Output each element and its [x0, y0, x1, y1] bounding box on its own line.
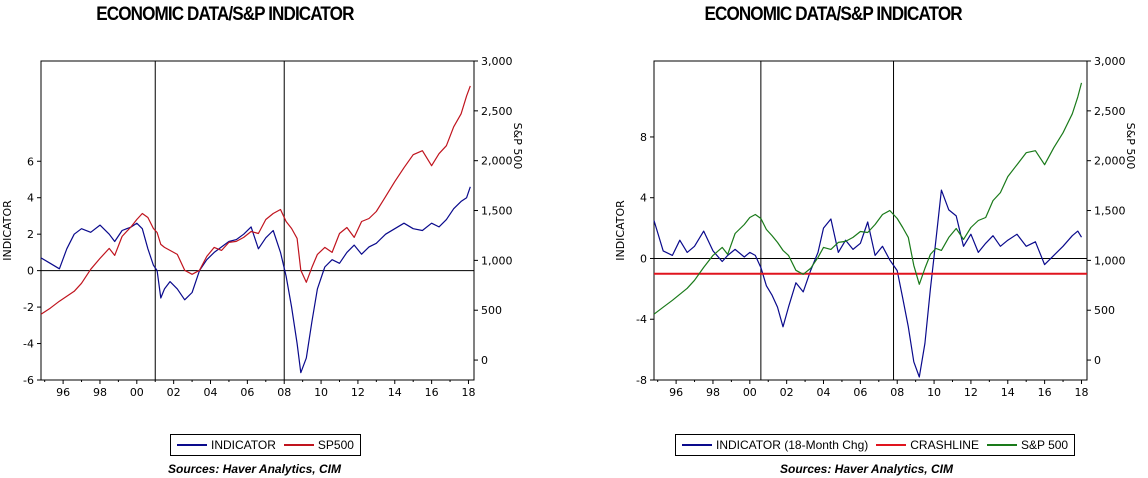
left-chart-y-tick-label: -6 [23, 374, 34, 387]
left-chart-source: Sources: Haver Analytics, CIM [168, 462, 341, 476]
left-chart-x-tick-label: 18 [461, 386, 475, 399]
right-chart-x-tick-label: 98 [706, 386, 720, 399]
right-chart-y2-tick-label: 1,000 [1094, 254, 1126, 267]
right-chart-y-axis-title: INDICATOR [614, 200, 627, 261]
right-chart-y2-tick-label: 0 [1094, 354, 1101, 367]
legend-item-sp500-green: S&P 500 [986, 438, 1069, 452]
left-chart-y2-tick-label: 3,000 [481, 55, 513, 68]
right-chart-y2-tick-label: 2,500 [1094, 105, 1126, 118]
right-chart-y2-tick-label: 1,500 [1094, 205, 1126, 218]
right-chart-x-tick-label: 04 [817, 386, 831, 399]
right-chart-series-indicator-18-month-chg [653, 189, 1083, 378]
legend-label-indicator: INDICATOR [211, 438, 276, 452]
right-chart-y2-tick-label: 500 [1094, 304, 1115, 317]
right-chart-x-tick-label: 02 [780, 386, 794, 399]
left-chart-y-tick-label: 2 [27, 228, 34, 241]
legend-item-indicator-18m: INDICATOR (18-Month Chg) [682, 438, 868, 452]
left-chart-series-sp500 [40, 85, 471, 315]
left-chart-x-tick-label: 08 [277, 386, 291, 399]
legend-label-sp500-green: S&P 500 [1020, 438, 1069, 452]
left-chart-x-tick-label: 00 [130, 386, 144, 399]
legend-item-indicator: INDICATOR [177, 438, 276, 452]
right-chart-x-tick-label: 08 [890, 386, 904, 399]
left-chart-x-tick-label: 98 [93, 386, 107, 399]
right-chart-x-tick-label: 18 [1074, 386, 1088, 399]
right-chart-x-tick-label: 14 [1001, 386, 1015, 399]
left-chart-panel: ECONOMIC DATA/S&P INDICATOR 96 98 00 02 04 06… [1, 4, 524, 476]
left-chart-y2-tick-label: 500 [481, 304, 502, 317]
left-chart-y2-tick-label: 1,500 [481, 205, 513, 218]
left-chart-y2-tick-label: 2,500 [481, 105, 513, 118]
left-chart-title: ECONOMIC DATA/S&P INDICATOR [96, 4, 354, 25]
legend-swatch-sp500-green [986, 444, 1017, 446]
right-chart-x-tick-label: 00 [743, 386, 757, 399]
left-chart-x-tick-label: 96 [56, 386, 70, 399]
left-chart-x-tick-label: 12 [351, 386, 365, 399]
legend-swatch-indicator-18m [682, 444, 712, 446]
right-chart-plot-frame [653, 60, 1088, 381]
right-chart-y2-tick-label: 2,000 [1094, 155, 1126, 168]
right-chart-x-tick-label: 96 [669, 386, 683, 399]
left-chart-plot-frame [40, 60, 475, 381]
left-chart-y-tick-label: 6 [27, 155, 34, 168]
right-chart-panel: ECONOMIC DATA/S&P INDICATOR 96 98 00 02 04 06… [574, 0, 1148, 478]
legend-label-sp500: SP500 [317, 438, 354, 452]
right-chart-x-tick-label: 10 [927, 386, 941, 399]
left-chart-y-axis-title: INDICATOR [1, 200, 14, 261]
right-chart-series-s-p-500 [653, 82, 1083, 315]
left-chart-plot: 96 98 00 02 04 06 08 10 12 14 16 18-6-4-2024605001,… [1, 55, 524, 399]
right-chart-x-tick-label: 12 [964, 386, 978, 399]
left-chart-y-tick-label: 4 [27, 192, 34, 205]
left-chart-y-tick-label: 0 [27, 265, 34, 278]
left-chart-x-tick-label: 04 [204, 386, 218, 399]
left-chart-x-tick-label: 06 [240, 386, 254, 399]
right-chart-plot: 96 98 00 02 04 06 08 10 12 14 16 18-8-404805001,000… [614, 55, 1137, 399]
legend-label-crashline: CRASHLINE [910, 438, 979, 452]
legend-label-indicator-18m: INDICATOR (18-Month Chg) [716, 438, 869, 452]
left-chart-x-tick-label: 10 [314, 386, 328, 399]
left-chart-y2-tick-label: 1,000 [481, 254, 513, 267]
right-chart-x-tick-label: 16 [1038, 386, 1052, 399]
right-chart-y-tick-label: -4 [636, 313, 647, 326]
legend-item-crashline: CRASHLINE [876, 438, 979, 452]
legend-item-sp500: SP500 [283, 438, 354, 452]
right-chart-title: ECONOMIC DATA/S&P INDICATOR [704, 4, 963, 25]
left-chart-x-tick-label: 14 [388, 386, 402, 399]
right-chart-source: Sources: Haver Analytics, CIM [780, 462, 953, 476]
left-chart-series-indicator [40, 186, 471, 374]
legend-swatch-indicator [177, 444, 207, 446]
right-chart-y-tick-label: 8 [640, 131, 647, 144]
left-chart-y2-axis-title: S&P 500 [511, 123, 524, 170]
right-chart-x-tick-label: 06 [853, 386, 867, 399]
left-chart-y-tick-label: -4 [23, 338, 34, 351]
left-chart-y2-tick-label: 2,000 [481, 155, 513, 168]
left-chart-legend: INDICATOR SP500 [170, 434, 361, 456]
left-chart-y-tick-label: -2 [23, 301, 34, 314]
right-chart-y-tick-label: -8 [636, 374, 647, 387]
right-chart-y2-axis-title: S&P 500 [1124, 123, 1137, 170]
right-chart-y2-tick-label: 3,000 [1094, 55, 1126, 68]
right-chart-y-tick-label: 0 [640, 252, 647, 265]
legend-swatch-crashline [876, 444, 907, 446]
right-chart-y-tick-label: 4 [640, 192, 647, 205]
right-chart-legend: INDICATOR (18-Month Chg) CRASHLINE S&P 5… [675, 434, 1076, 456]
left-chart-x-tick-label: 16 [425, 386, 439, 399]
left-chart-y2-tick-label: 0 [481, 354, 488, 367]
left-chart-x-tick-label: 02 [167, 386, 181, 399]
legend-swatch-sp500 [283, 444, 314, 446]
